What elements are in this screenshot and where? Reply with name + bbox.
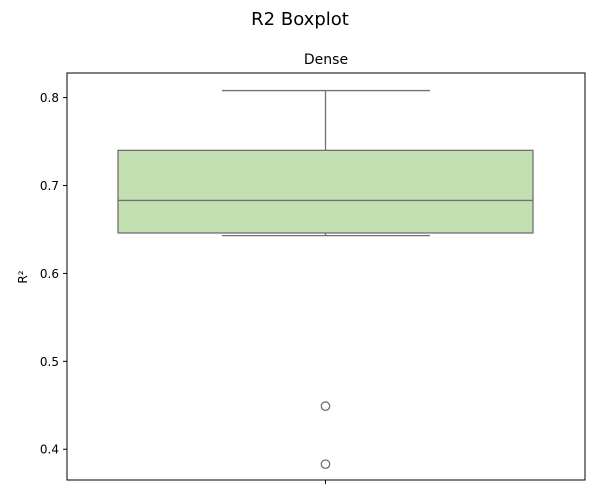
y-tick-label: 0.8 [40, 91, 59, 105]
y-tick-label: 0.4 [40, 443, 59, 457]
chart-title: Dense [304, 52, 348, 68]
y-tick-label: 0.6 [40, 267, 59, 281]
outlier-point-1 [320, 401, 331, 412]
y-tick-label: 0.5 [40, 355, 59, 369]
axes-frame [66, 72, 586, 481]
y-tick-label: 0.7 [40, 179, 59, 193]
outlier-point-2 [320, 459, 331, 470]
iqr-box [117, 149, 534, 234]
y-axis-label: R² [16, 270, 30, 283]
plot-area: 0.4 0.5 0.6 0.7 0.8 [40, 72, 586, 484]
figure-title: R2 Boxplot [251, 9, 349, 30]
